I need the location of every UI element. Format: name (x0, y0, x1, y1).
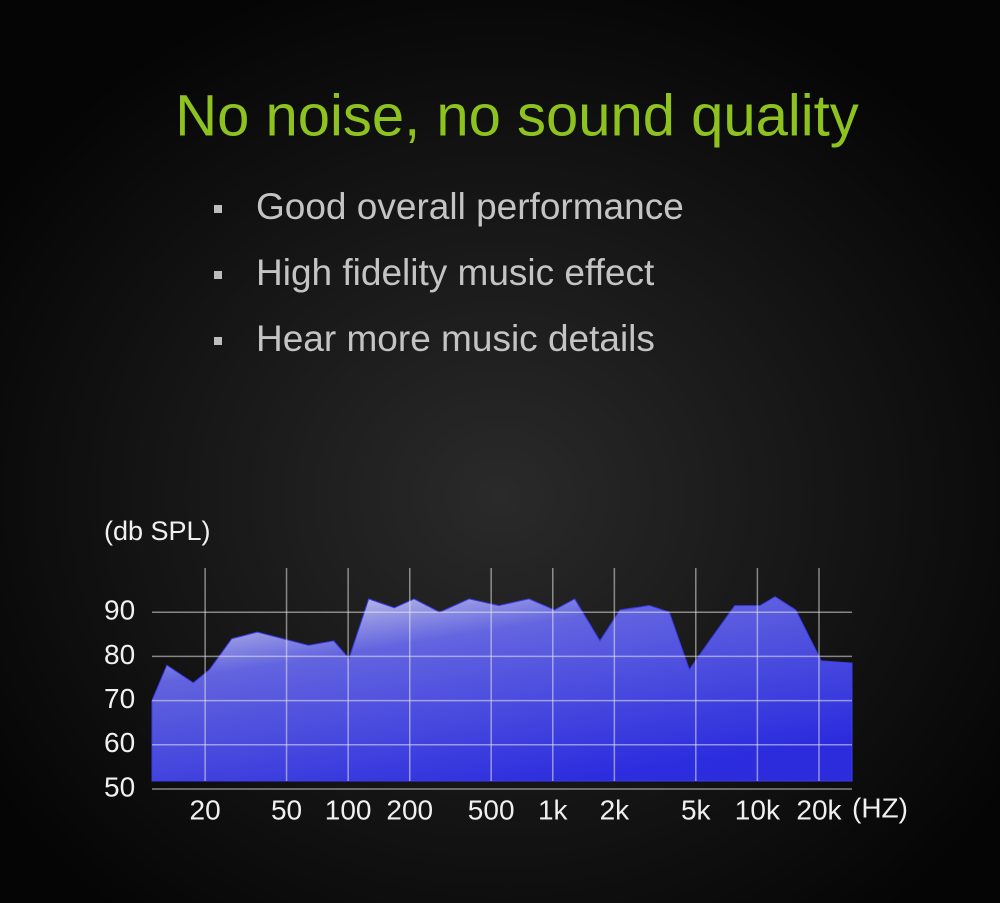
x-tick-label: 5k (681, 794, 712, 825)
x-tick-label: 20k (796, 794, 842, 825)
x-tick-label: 2k (600, 794, 631, 825)
chart: (db SPL) (HZ) 50 60 70 80 90 20 50 100 200 500 1k 2… (104, 516, 908, 825)
y-tick-label: 90 (104, 595, 135, 626)
bullet-text: High fidelity music effect (256, 252, 655, 293)
bullet-marker (214, 271, 222, 279)
x-tick-label: 200 (386, 794, 433, 825)
bullet-list: Good overall performance High fidelity mu… (214, 186, 684, 359)
x-tick-label: 1k (538, 794, 569, 825)
x-tick-label: 10k (735, 794, 781, 825)
bullet-text: Good overall performance (256, 186, 684, 227)
title: No noise, no sound quality (175, 83, 859, 148)
response-area (151, 596, 853, 782)
y-tick-label: 70 (104, 683, 135, 714)
y-axis-label: (db SPL) (104, 516, 211, 546)
y-tick-label: 50 (104, 771, 135, 802)
bullet-marker (214, 205, 222, 213)
x-axis-label: (HZ) (852, 792, 908, 823)
y-tick-label: 60 (104, 727, 135, 758)
x-tick-label: 500 (468, 794, 515, 825)
y-tick-label: 80 (104, 639, 135, 670)
bullet-marker (214, 337, 222, 345)
bullet-text: Hear more music details (256, 318, 655, 359)
x-tick-label: 100 (325, 794, 372, 825)
x-tick-label: 50 (271, 794, 302, 825)
x-tick-label: 20 (190, 794, 221, 825)
